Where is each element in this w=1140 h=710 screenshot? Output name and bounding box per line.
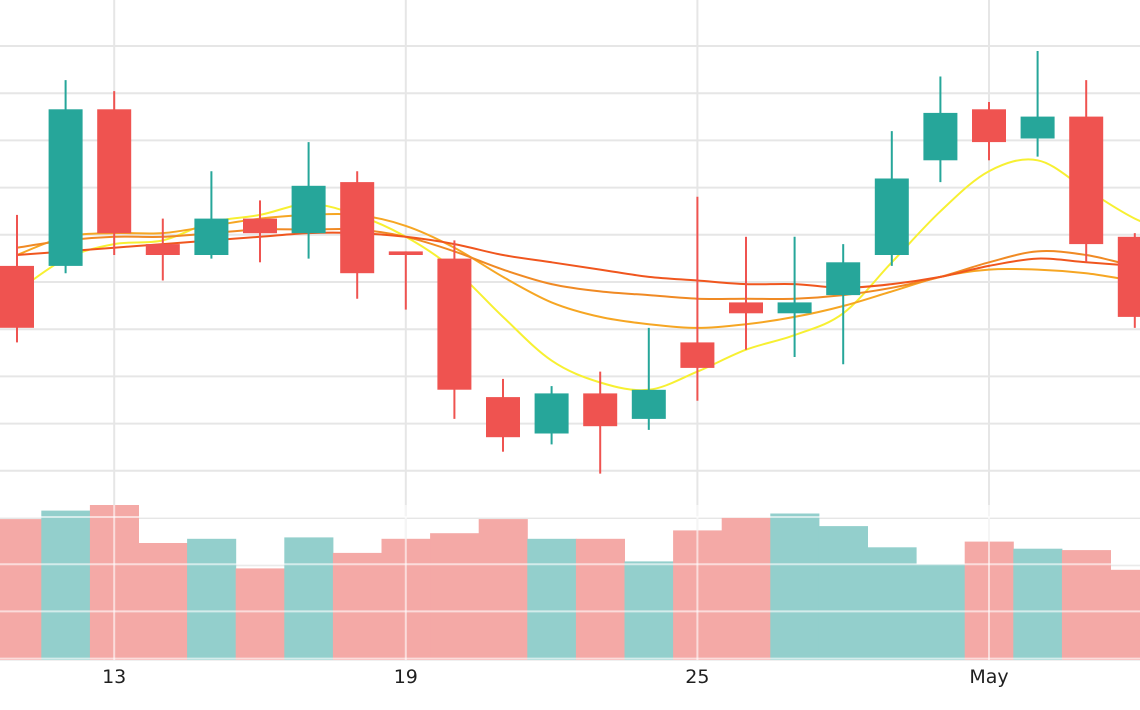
candle-up: [923, 76, 958, 183]
candle-body: [194, 218, 229, 255]
volume-bar-down: [1061, 550, 1111, 660]
candle-body: [729, 302, 763, 314]
volume-bar-down: [235, 568, 285, 660]
volume-bar-up: [187, 538, 237, 660]
candle-body: [486, 397, 520, 438]
volume-bar-up: [1013, 548, 1063, 660]
candle-down: [145, 218, 180, 281]
candle-down: [0, 214, 34, 343]
candle-down: [437, 240, 472, 419]
candle-body: [1020, 116, 1055, 139]
candle-body: [243, 218, 277, 234]
candle-up: [48, 80, 83, 274]
moving-average-ma-long: [16, 231, 1140, 289]
x-tick-label: 13: [102, 666, 126, 688]
candle-down: [972, 102, 1006, 161]
volume-bar-down: [332, 552, 382, 660]
volume-bar-down: [0, 519, 42, 660]
candle-down: [486, 378, 520, 452]
candle-body: [680, 342, 715, 368]
volume-bars: [0, 505, 1140, 660]
volume-bar-down: [430, 533, 480, 660]
x-tick-label: 25: [685, 666, 709, 688]
candle-body: [437, 258, 472, 390]
candle-down: [243, 200, 277, 263]
candle-body: [388, 251, 423, 255]
candle-body: [874, 178, 909, 255]
candle-up: [534, 386, 569, 445]
candle-body: [534, 393, 569, 434]
candle-down: [583, 371, 618, 474]
volume-bar-up: [527, 538, 577, 660]
candle-up: [291, 142, 326, 259]
x-tick-label: 19: [394, 666, 418, 688]
candle-up: [777, 236, 812, 357]
candle-down: [388, 251, 423, 310]
candle-up: [1020, 51, 1055, 157]
candle-down: [97, 91, 132, 255]
volume-bar-up: [867, 547, 917, 660]
volume-bar-down: [478, 519, 528, 660]
candle-body: [1117, 236, 1140, 317]
candle-body: [777, 302, 812, 314]
x-axis-ticks: 131925May511: [102, 666, 1009, 688]
volume-bar-up: [770, 513, 820, 660]
candle-body: [340, 182, 375, 274]
candle-up: [826, 244, 861, 365]
candle-body: [923, 112, 958, 161]
candle-body: [631, 389, 666, 419]
volume-bar-up: [41, 510, 91, 660]
moving-average-ma-mid2: [16, 227, 1140, 300]
volume-bar-down: [575, 538, 625, 660]
moving-average-ma-short: [16, 158, 1140, 392]
candle-up: [631, 327, 666, 430]
candle-body: [48, 109, 83, 266]
volume-bar-up: [818, 526, 868, 660]
moving-average-ma-mid: [16, 212, 1140, 329]
candle-body: [972, 109, 1006, 143]
candle-down: [340, 171, 375, 299]
candle-body: [145, 244, 180, 255]
volume-bar-down: [721, 517, 771, 660]
candle-body: [97, 109, 132, 234]
candle-up: [874, 131, 909, 266]
volume-bar-down: [138, 543, 188, 660]
candle-down: [1117, 233, 1140, 328]
candle-body: [291, 185, 326, 234]
candle-down: [680, 196, 715, 401]
candle-down: [729, 236, 763, 350]
moving-average-lines: [16, 158, 1140, 392]
volume-bar-up: [284, 537, 334, 660]
candle-body: [826, 262, 861, 296]
candle-body: [583, 393, 618, 427]
candle-down: [1069, 80, 1104, 263]
x-tick-label: May: [969, 666, 1008, 688]
candle-up: [194, 171, 229, 259]
candles: [0, 51, 1140, 474]
candle-body: [0, 265, 34, 328]
volume-bar-down: [1110, 569, 1140, 660]
candle-body: [1069, 116, 1104, 245]
